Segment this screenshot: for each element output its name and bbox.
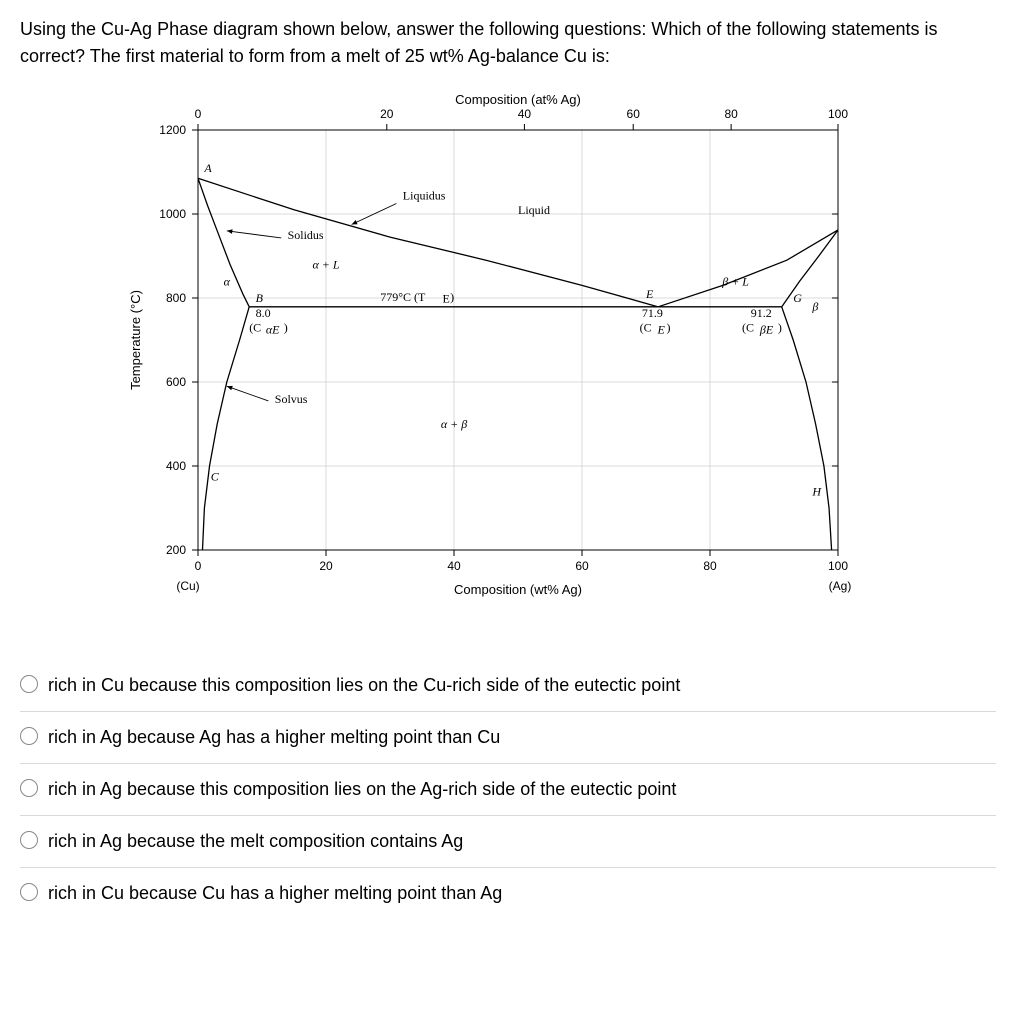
- svg-text:C: C: [211, 470, 220, 484]
- phase-diagram: 0204060801000204060801002004006008001000…: [118, 90, 898, 620]
- svg-text:40: 40: [518, 107, 532, 121]
- option-row[interactable]: rich in Ag because this composition lies…: [20, 764, 996, 816]
- svg-text:80: 80: [724, 107, 738, 121]
- svg-text:A: A: [203, 161, 212, 175]
- svg-text:20: 20: [319, 559, 333, 573]
- svg-text:E: E: [657, 322, 666, 336]
- option-label: rich in Ag because the melt composition …: [48, 828, 996, 855]
- radio-icon[interactable]: [20, 883, 38, 901]
- svg-text:Liquid: Liquid: [518, 203, 550, 217]
- radio-icon[interactable]: [20, 831, 38, 849]
- svg-text:20: 20: [380, 107, 394, 121]
- svg-text:(C: (C: [742, 321, 754, 335]
- question-text: Using the Cu-Ag Phase diagram shown belo…: [20, 16, 996, 70]
- svg-text:779°C (T: 779°C (T: [380, 290, 426, 304]
- svg-text:α: α: [224, 274, 231, 288]
- svg-text:0: 0: [195, 107, 202, 121]
- radio-icon[interactable]: [20, 675, 38, 693]
- svg-text:60: 60: [575, 559, 589, 573]
- svg-text:Liquidus: Liquidus: [403, 188, 446, 202]
- svg-text:B: B: [256, 291, 264, 305]
- svg-text:Temperature (°C): Temperature (°C): [128, 290, 143, 390]
- svg-text:Composition (wt% Ag): Composition (wt% Ag): [454, 582, 582, 597]
- svg-text:8.0: 8.0: [256, 306, 271, 320]
- svg-text:1200: 1200: [159, 123, 186, 137]
- svg-text:G: G: [793, 291, 802, 305]
- option-row[interactable]: rich in Cu because Cu has a higher melti…: [20, 868, 996, 919]
- svg-text:α + β: α + β: [441, 417, 467, 431]
- option-label: rich in Cu because Cu has a higher melti…: [48, 880, 996, 907]
- option-label: rich in Ag because this composition lies…: [48, 776, 996, 803]
- svg-text:0: 0: [195, 559, 202, 573]
- svg-text:80: 80: [703, 559, 717, 573]
- svg-text:(C: (C: [640, 321, 652, 335]
- option-row[interactable]: rich in Ag because the melt composition …: [20, 816, 996, 868]
- svg-text:E: E: [442, 292, 449, 306]
- svg-text:1000: 1000: [159, 207, 186, 221]
- svg-text:100: 100: [828, 107, 848, 121]
- option-label: rich in Cu because this composition lies…: [48, 672, 996, 699]
- option-row[interactable]: rich in Cu because this composition lies…: [20, 660, 996, 712]
- svg-text:βE: βE: [759, 322, 774, 336]
- svg-text:β: β: [811, 300, 818, 314]
- svg-text:): ): [450, 290, 454, 304]
- radio-icon[interactable]: [20, 779, 38, 797]
- option-label: rich in Ag because Ag has a higher melti…: [48, 724, 996, 751]
- svg-text:71.9: 71.9: [642, 306, 663, 320]
- svg-text:H: H: [811, 484, 822, 498]
- svg-text:60: 60: [627, 107, 641, 121]
- svg-text:β + L: β + L: [721, 274, 749, 288]
- svg-text:(C: (C: [249, 321, 261, 335]
- svg-text:E: E: [645, 287, 654, 301]
- svg-text:αE: αE: [266, 322, 280, 336]
- svg-text:100: 100: [828, 559, 848, 573]
- svg-text:Composition (at% Ag): Composition (at% Ag): [455, 92, 581, 107]
- svg-text:40: 40: [447, 559, 461, 573]
- svg-text:α + L: α + L: [312, 258, 339, 272]
- svg-text:Solvus: Solvus: [275, 392, 308, 406]
- svg-text:Solidus: Solidus: [288, 228, 324, 242]
- svg-text:600: 600: [166, 375, 186, 389]
- svg-text:): ): [284, 321, 288, 335]
- svg-text:400: 400: [166, 459, 186, 473]
- radio-icon[interactable]: [20, 727, 38, 745]
- svg-text:): ): [666, 321, 670, 335]
- option-row[interactable]: rich in Ag because Ag has a higher melti…: [20, 712, 996, 764]
- svg-text:(Ag): (Ag): [829, 579, 852, 593]
- svg-text:200: 200: [166, 543, 186, 557]
- svg-text:800: 800: [166, 291, 186, 305]
- svg-text:91.2: 91.2: [751, 306, 772, 320]
- options-list: rich in Cu because this composition lies…: [20, 660, 996, 919]
- svg-text:(Cu): (Cu): [176, 579, 199, 593]
- svg-text:): ): [778, 321, 782, 335]
